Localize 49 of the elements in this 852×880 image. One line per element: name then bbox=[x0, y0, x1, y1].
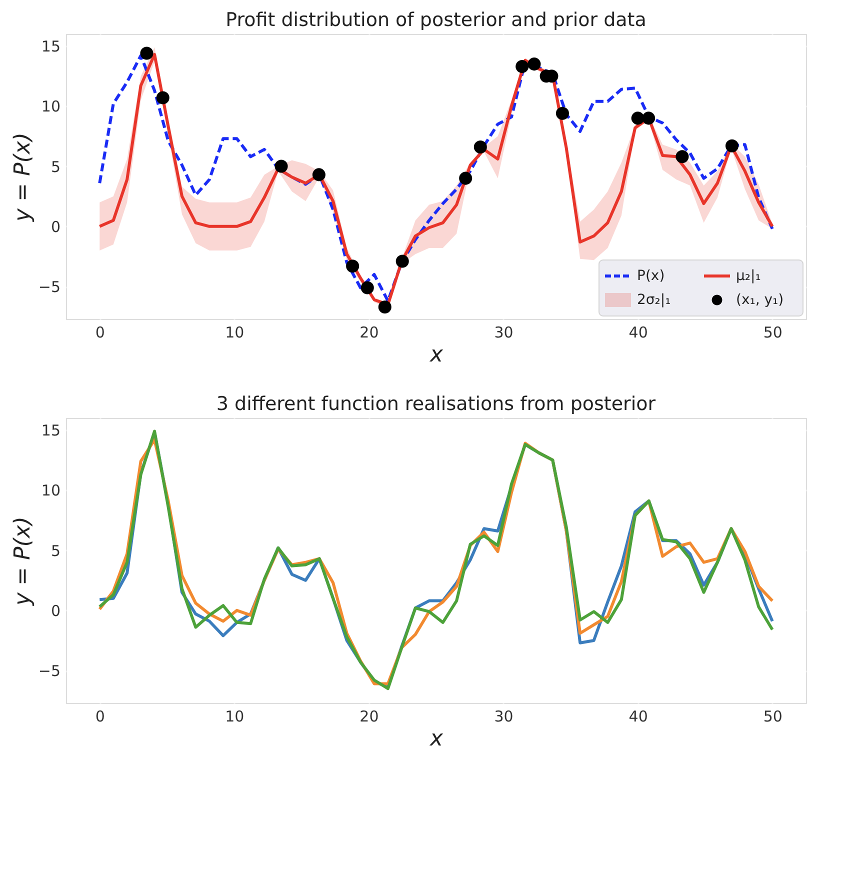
point bbox=[474, 140, 487, 154]
point bbox=[140, 46, 154, 60]
annotation: 2σ₂|₁ bbox=[637, 292, 671, 308]
y-tick-label: −5 bbox=[38, 662, 60, 680]
y-tick-label: 5 bbox=[50, 158, 60, 176]
point bbox=[360, 281, 374, 294]
point bbox=[631, 112, 644, 125]
legend-label: (x₁, y₁) bbox=[736, 292, 784, 308]
x-tick-label: 30 bbox=[494, 324, 514, 342]
x-axis-title: x bbox=[428, 726, 444, 752]
x-axis-title: x bbox=[428, 342, 444, 368]
point bbox=[676, 150, 689, 164]
x-tick-label: 40 bbox=[628, 324, 648, 342]
y-tick-label: 10 bbox=[41, 98, 60, 116]
x-tick-label: 50 bbox=[763, 324, 782, 342]
legend-label: μ₂|₁ bbox=[736, 268, 761, 284]
x-tick-label: 30 bbox=[494, 708, 514, 726]
y-tick-label: 10 bbox=[41, 482, 60, 500]
point bbox=[312, 168, 326, 182]
y-tick-label: 15 bbox=[41, 38, 60, 56]
point bbox=[378, 300, 392, 314]
point bbox=[396, 254, 409, 268]
x-tick-label: 0 bbox=[95, 324, 105, 342]
point bbox=[528, 58, 541, 71]
x-tick-label: 10 bbox=[225, 324, 244, 342]
y-tick-label: −5 bbox=[38, 278, 60, 296]
chart-title: 3 different function realisations from posterior bbox=[216, 393, 656, 415]
point bbox=[516, 60, 529, 73]
y-tick-label: 5 bbox=[50, 542, 60, 560]
x-tick-label: 20 bbox=[360, 708, 379, 726]
x-tick-label: 20 bbox=[360, 324, 379, 342]
point bbox=[556, 106, 569, 120]
point bbox=[642, 112, 656, 125]
y-axis-title: y = P(x) bbox=[10, 516, 36, 606]
y-tick-label: 0 bbox=[50, 602, 60, 620]
x-tick-label: 40 bbox=[628, 708, 648, 726]
x-tick-label: 50 bbox=[763, 708, 782, 726]
x-tick-label: 0 bbox=[95, 708, 105, 726]
point bbox=[459, 172, 472, 185]
point bbox=[346, 260, 360, 273]
chart-title: Profit distribution of posterior and prior data bbox=[226, 9, 646, 31]
y-tick-label: 0 bbox=[50, 218, 60, 236]
y-axis-title: y = P(x) bbox=[10, 132, 36, 222]
y-tick-label: 15 bbox=[41, 422, 60, 440]
legend-label: P(x) bbox=[637, 268, 665, 284]
point bbox=[156, 91, 170, 104]
point bbox=[274, 160, 288, 173]
x-tick-label: 10 bbox=[225, 708, 244, 726]
point bbox=[725, 139, 739, 152]
